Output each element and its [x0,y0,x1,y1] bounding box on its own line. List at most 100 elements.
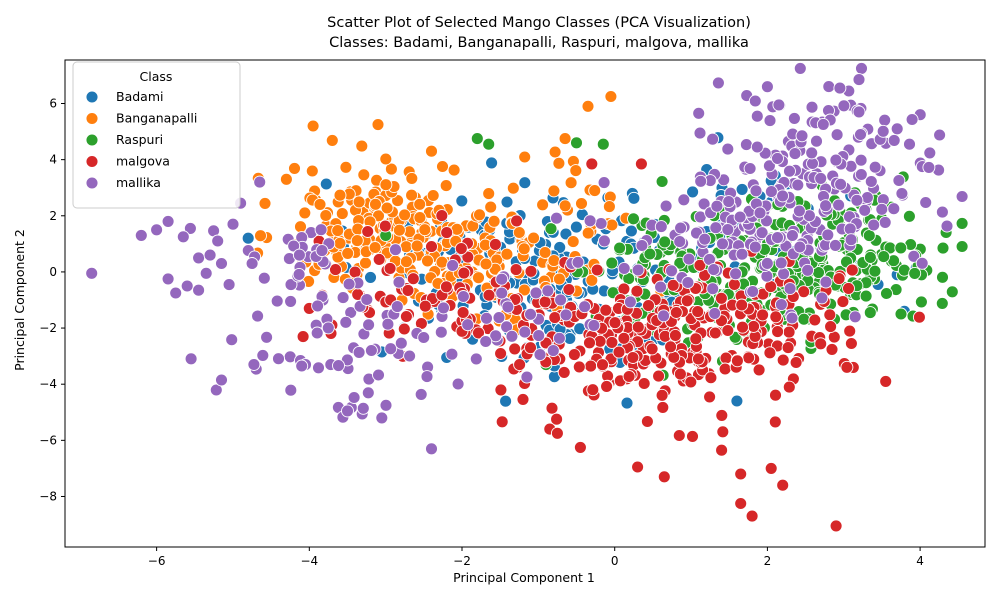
data-point [456,290,470,303]
data-point [211,234,225,248]
legend-label: Raspuri [116,132,163,147]
data-point [544,222,558,236]
data-point [919,196,933,209]
data-point [287,239,301,253]
data-point [325,133,339,147]
data-point [495,286,509,300]
data-point [693,258,707,272]
data-point [339,160,353,174]
data-point [680,294,694,308]
data-point [704,371,718,385]
data-point [810,134,823,148]
data-point [686,185,700,199]
y-tick-label: −6 [39,433,57,447]
data-point [587,318,601,332]
data-point [215,257,228,270]
data-point [364,270,377,284]
data-point [554,293,568,307]
data-point [575,197,588,210]
data-point [760,269,774,283]
data-point [258,196,272,210]
data-point [631,460,645,474]
data-point [559,308,573,322]
data-point [550,412,564,426]
x-tick-label: 0 [611,554,619,568]
data-point [715,408,729,422]
data-point [335,207,349,221]
data-point [788,147,802,161]
data-point [319,177,333,191]
data-point [721,324,735,337]
data-point [311,299,325,313]
data-point [473,208,486,222]
data-point [550,426,564,440]
data-point [955,240,969,253]
data-point [771,325,785,339]
data-point [392,223,406,237]
data-point [768,415,782,429]
data-point [816,117,830,131]
data-point [583,336,596,350]
data-point [858,203,872,217]
data-point [782,325,796,339]
data-point [716,237,729,251]
data-point [762,159,776,173]
data-point [698,232,712,246]
data-point [797,312,811,326]
data-point [581,99,595,113]
data-point [878,215,892,229]
data-point [600,379,614,393]
legend-item-raspuri: Raspuri [85,132,163,147]
data-point [487,214,501,228]
data-point [815,291,829,305]
data-point [426,189,440,202]
data-point [805,146,819,160]
data-point [854,153,868,167]
data-point [637,377,651,390]
y-tick-label: 6 [49,97,57,111]
data-point [420,370,434,384]
data-point [532,329,546,343]
data-point [903,137,916,151]
data-point [936,270,949,284]
data-point [336,291,350,305]
data-point [664,340,678,354]
data-point [763,346,777,360]
data-point [854,128,867,141]
data-point [470,132,484,146]
data-point [541,284,555,298]
data-point [694,174,708,188]
data-point [850,193,864,207]
data-point [254,229,267,243]
data-point [569,220,583,234]
data-point [270,294,284,308]
data-point [245,257,259,270]
data-point [352,345,366,359]
data-point [524,264,538,278]
data-point [533,348,547,362]
data-point [905,113,919,126]
legend-marker [85,112,99,125]
data-point [763,114,777,128]
data-point [836,295,850,309]
data-point [279,172,293,186]
data-point [590,263,604,277]
data-point [797,285,811,299]
data-point [760,80,774,94]
data-point [362,318,376,332]
data-point [379,398,393,412]
data-point [253,175,267,189]
data-point [748,240,762,254]
data-point [875,202,889,216]
data-point [332,359,345,373]
data-point [499,394,513,408]
data-point [654,220,668,234]
data-point [923,146,937,160]
data-point [915,256,929,270]
data-point [710,199,724,213]
data-point [331,224,345,238]
legend-marker [85,176,99,190]
data-point [658,235,672,249]
data-point [573,440,587,454]
data-point [451,377,465,391]
